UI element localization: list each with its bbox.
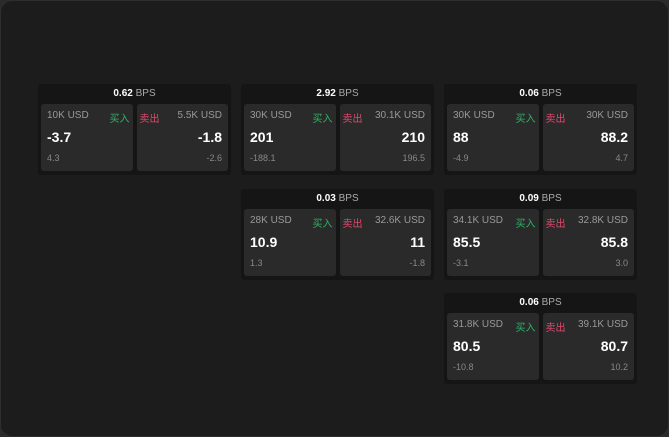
spread-header: 0.62 BPS — [38, 84, 231, 104]
ask-price: 210 — [401, 129, 425, 145]
quote-card: 0.03 BPS 28K USD 买入 10.9 1.3 卖出 32.6K US… — [241, 189, 434, 280]
quote-card: 2.92 BPS 30K USD 买入 201 -188.1 卖出 30.1K … — [241, 84, 434, 175]
buy-button[interactable]: 30K USD 买入 88 -4.9 — [447, 104, 539, 171]
bid-price: 80.5 — [453, 338, 481, 354]
bid-change: -10.8 — [453, 362, 474, 372]
bid-change: 1.3 — [250, 258, 263, 268]
sell-button[interactable]: 卖出 30.1K USD 210 196.5 — [339, 104, 431, 171]
spread-value: 2.92 — [316, 88, 336, 99]
bid-quantity: 31.8K USD — [453, 319, 504, 330]
bid-quantity: 30K USD — [250, 110, 292, 121]
spread-header: 2.92 BPS — [241, 84, 434, 104]
spread-header: 0.06 BPS — [444, 293, 637, 313]
sell-label: 卖出 — [545, 323, 566, 334]
spread-unit: BPS — [338, 193, 359, 204]
buy-button[interactable]: 34.1K USD 买入 85.5 -3.1 — [447, 209, 539, 276]
ask-price: 85.8 — [600, 234, 628, 250]
buy-label: 买入 — [515, 219, 536, 230]
buy-button[interactable]: 28K USD 买入 10.9 1.3 — [244, 209, 336, 276]
buy-label: 买入 — [515, 114, 536, 125]
ask-change: -2.6 — [206, 153, 222, 163]
spread-unit: BPS — [541, 193, 562, 204]
bid-quantity: 34.1K USD — [453, 215, 504, 226]
ask-quantity: 5.5K USD — [177, 110, 222, 121]
spread-unit: BPS — [541, 297, 562, 308]
bid-change: -3.1 — [453, 258, 469, 268]
buy-label: 买入 — [515, 323, 536, 334]
sell-label: 卖出 — [139, 114, 160, 125]
buy-label: 买入 — [312, 114, 333, 125]
ask-quantity: 39.1K USD — [577, 319, 628, 330]
ask-quantity: 32.6K USD — [374, 215, 425, 226]
ask-quantity: 30.1K USD — [374, 110, 425, 121]
ask-quantity: 30K USD — [586, 110, 628, 121]
bid-price: 201 — [250, 129, 274, 145]
sell-button[interactable]: 卖出 32.6K USD 11 -1.8 — [339, 209, 431, 276]
quote-card: 0.06 BPS 30K USD 买入 88 -4.9 卖出 30K USD 8… — [444, 84, 637, 175]
quote-card: 0.09 BPS 34.1K USD 买入 85.5 -3.1 卖出 32.8K… — [444, 189, 637, 280]
sell-label: 卖出 — [545, 219, 566, 230]
bid-change: -4.9 — [453, 153, 469, 163]
spread-header: 0.03 BPS — [241, 189, 434, 209]
ask-change: 4.7 — [615, 153, 628, 163]
spread-value: 0.03 — [316, 193, 336, 204]
bid-change: 4.3 — [47, 153, 60, 163]
spread-value: 0.09 — [519, 193, 539, 204]
spread-header: 0.09 BPS — [444, 189, 637, 209]
quote-card: 0.06 BPS 31.8K USD 买入 80.5 -10.8 卖出 39.1… — [444, 293, 637, 384]
bid-price: -3.7 — [47, 129, 72, 145]
ask-change: 10.2 — [610, 362, 628, 372]
buy-label: 买入 — [109, 114, 130, 125]
bid-price: 85.5 — [453, 234, 481, 250]
ask-price: 11 — [410, 234, 425, 250]
sell-button[interactable]: 卖出 39.1K USD 80.7 10.2 — [542, 313, 634, 380]
buy-button[interactable]: 10K USD 买入 -3.7 4.3 — [41, 104, 133, 171]
ask-quantity: 32.8K USD — [577, 215, 628, 226]
sell-label: 卖出 — [342, 114, 363, 125]
ask-price: 88.2 — [600, 129, 628, 145]
sell-label: 卖出 — [342, 219, 363, 230]
bid-quantity: 30K USD — [453, 110, 495, 121]
spread-value: 0.06 — [519, 297, 539, 308]
ask-change: -1.8 — [409, 258, 425, 268]
bid-change: -188.1 — [250, 153, 276, 163]
ask-change: 3.0 — [615, 258, 628, 268]
spread-header: 0.06 BPS — [444, 84, 637, 104]
buy-button[interactable]: 31.8K USD 买入 80.5 -10.8 — [447, 313, 539, 380]
ask-price: -1.8 — [197, 129, 222, 145]
sell-button[interactable]: 卖出 5.5K USD -1.8 -2.6 — [136, 104, 228, 171]
spread-value: 0.06 — [519, 88, 539, 99]
spread-unit: BPS — [135, 88, 156, 99]
spread-unit: BPS — [541, 88, 562, 99]
sell-label: 卖出 — [545, 114, 566, 125]
bid-price: 88 — [453, 129, 469, 145]
bid-quantity: 10K USD — [47, 110, 89, 121]
sell-button[interactable]: 卖出 32.8K USD 85.8 3.0 — [542, 209, 634, 276]
ask-price: 80.7 — [600, 338, 628, 354]
quote-card: 0.62 BPS 10K USD 买入 -3.7 4.3 卖出 5.5K USD… — [38, 84, 231, 175]
ask-change: 196.5 — [402, 153, 425, 163]
spread-value: 0.62 — [113, 88, 133, 99]
spread-unit: BPS — [338, 88, 359, 99]
bid-price: 10.9 — [250, 234, 278, 250]
buy-label: 买入 — [312, 219, 333, 230]
buy-button[interactable]: 30K USD 买入 201 -188.1 — [244, 104, 336, 171]
bid-quantity: 28K USD — [250, 215, 292, 226]
sell-button[interactable]: 卖出 30K USD 88.2 4.7 — [542, 104, 634, 171]
